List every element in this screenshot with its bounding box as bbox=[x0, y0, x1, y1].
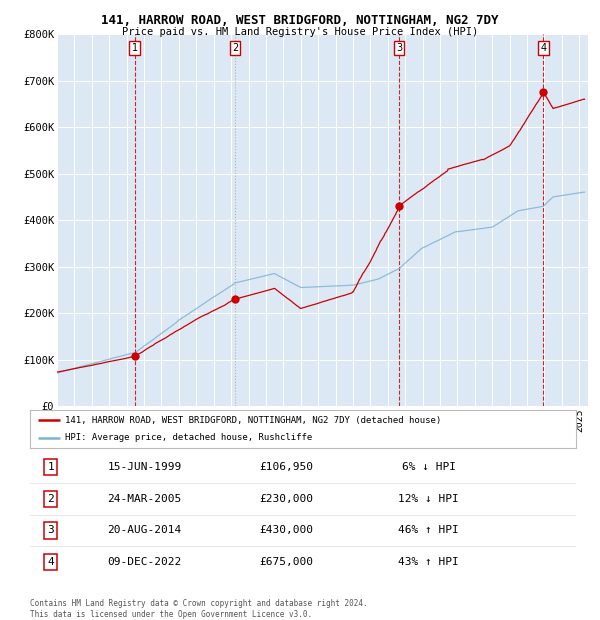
Text: 1: 1 bbox=[47, 462, 54, 472]
Text: £430,000: £430,000 bbox=[260, 525, 314, 536]
Text: 24-MAR-2005: 24-MAR-2005 bbox=[107, 494, 182, 504]
Text: 09-DEC-2022: 09-DEC-2022 bbox=[107, 557, 182, 567]
Text: £106,950: £106,950 bbox=[260, 462, 314, 472]
Text: Contains HM Land Registry data © Crown copyright and database right 2024.
This d: Contains HM Land Registry data © Crown c… bbox=[30, 600, 368, 619]
Text: 46% ↑ HPI: 46% ↑ HPI bbox=[398, 525, 459, 536]
Text: 4: 4 bbox=[541, 43, 547, 53]
Text: 2: 2 bbox=[232, 43, 238, 53]
Text: 141, HARROW ROAD, WEST BRIDGFORD, NOTTINGHAM, NG2 7DY: 141, HARROW ROAD, WEST BRIDGFORD, NOTTIN… bbox=[101, 14, 499, 27]
Text: 6% ↓ HPI: 6% ↓ HPI bbox=[401, 462, 455, 472]
Text: 3: 3 bbox=[396, 43, 402, 53]
Text: 4: 4 bbox=[47, 557, 54, 567]
Text: £675,000: £675,000 bbox=[260, 557, 314, 567]
Text: HPI: Average price, detached house, Rushcliffe: HPI: Average price, detached house, Rush… bbox=[65, 433, 313, 442]
Text: Price paid vs. HM Land Registry's House Price Index (HPI): Price paid vs. HM Land Registry's House … bbox=[122, 27, 478, 37]
Text: £230,000: £230,000 bbox=[260, 494, 314, 504]
Text: 43% ↑ HPI: 43% ↑ HPI bbox=[398, 557, 459, 567]
Text: 141, HARROW ROAD, WEST BRIDGFORD, NOTTINGHAM, NG2 7DY (detached house): 141, HARROW ROAD, WEST BRIDGFORD, NOTTIN… bbox=[65, 416, 442, 425]
Text: 2: 2 bbox=[47, 494, 54, 504]
Text: 1: 1 bbox=[131, 43, 138, 53]
Text: 15-JUN-1999: 15-JUN-1999 bbox=[107, 462, 182, 472]
Text: 3: 3 bbox=[47, 525, 54, 536]
Text: 12% ↓ HPI: 12% ↓ HPI bbox=[398, 494, 459, 504]
Text: 20-AUG-2014: 20-AUG-2014 bbox=[107, 525, 182, 536]
